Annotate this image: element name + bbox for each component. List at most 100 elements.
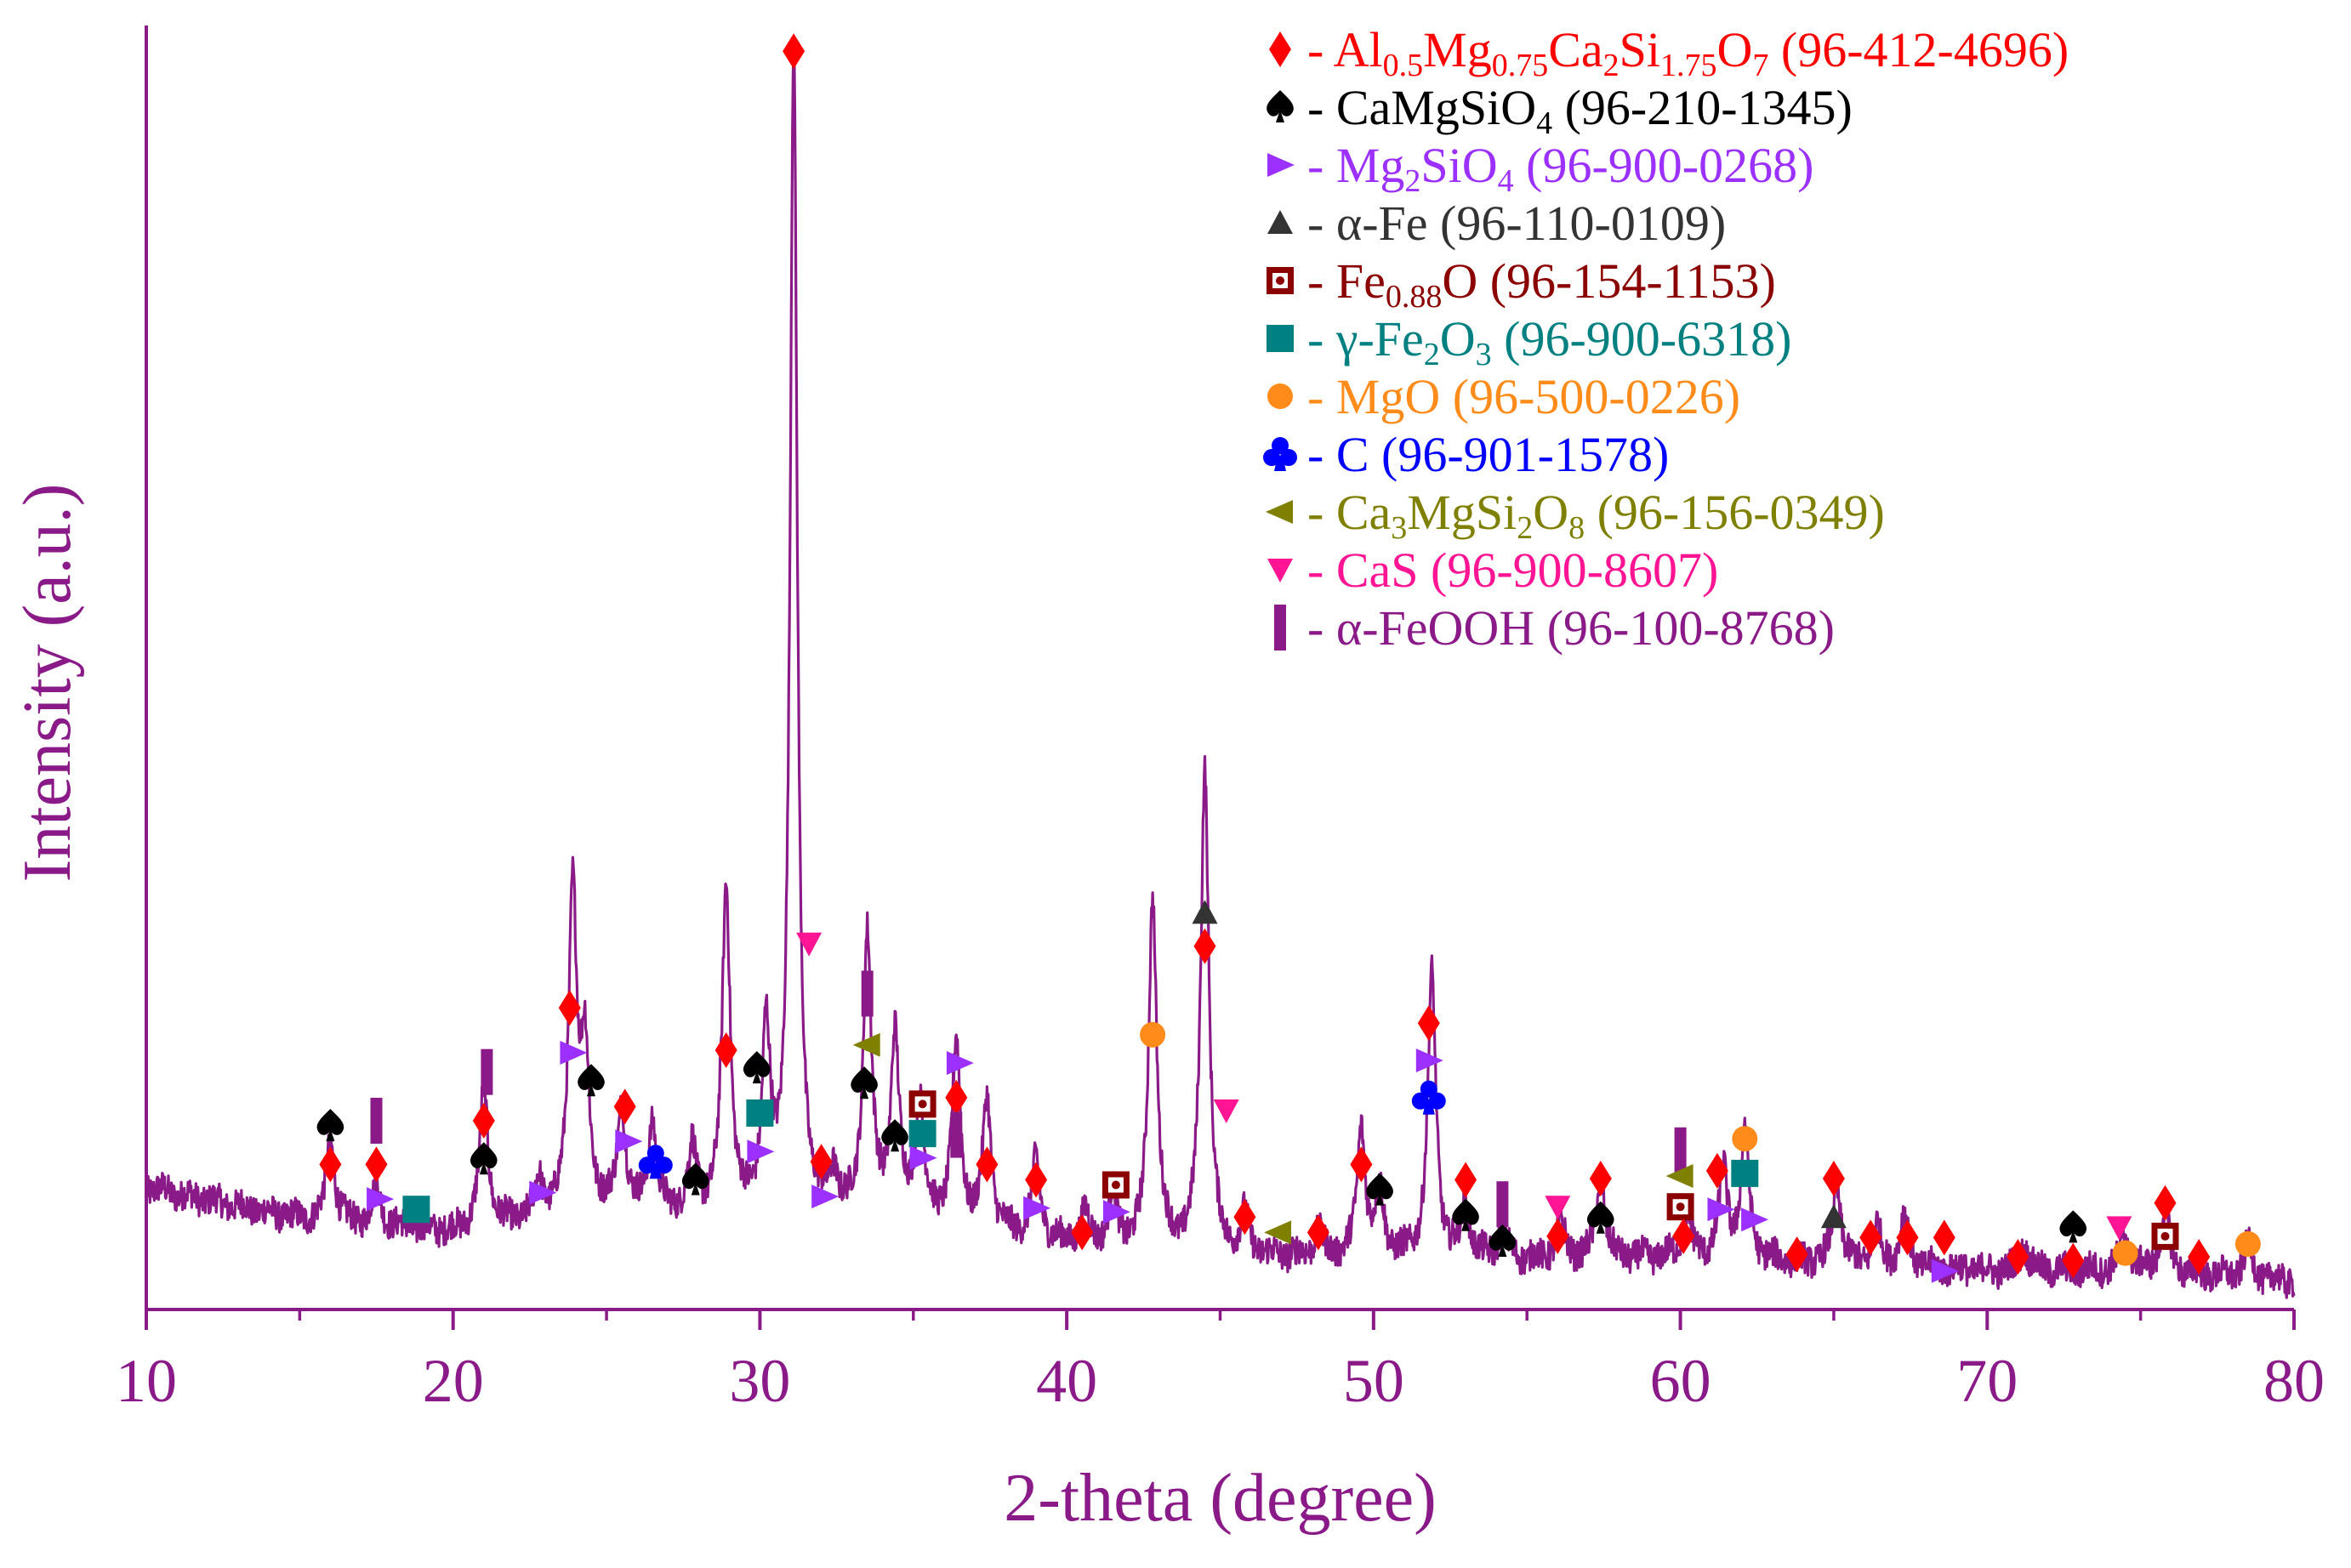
peak-marker-diamond [1454, 1162, 1477, 1198]
legend-marker-square [1267, 325, 1294, 352]
peak-marker-circle [1732, 1126, 1758, 1152]
peak-marker-diamond [976, 1146, 999, 1183]
peak-marker-triangle-right [1415, 1048, 1443, 1073]
peak-marker-diamond [714, 1032, 737, 1068]
peak-marker-triangle-right [811, 1185, 840, 1209]
x-tick-label: 60 [1650, 1347, 1711, 1415]
peak-marker-hollow-square [2151, 1222, 2179, 1250]
peak-marker-spade [578, 1064, 605, 1097]
peak-marker-triangle-right [529, 1180, 557, 1205]
legend: - Al0.5Mg0.75Ca2Si1.75O7 (96-412-4696)- … [1263, 22, 2069, 656]
peak-marker-hollow-square [1666, 1193, 1694, 1221]
peak-marker-bar [1674, 1127, 1687, 1173]
peak-marker-triangle-up [1820, 1204, 1847, 1229]
x-tick-label: 80 [2263, 1347, 2325, 1415]
peak-marker-spade [1366, 1173, 1393, 1206]
legend-marker-circle [1267, 383, 1293, 409]
peak-marker-spade [881, 1119, 908, 1152]
peak-marker-spade [1586, 1201, 1614, 1234]
legend-entry: - CaS (96-900-8607) [1267, 543, 1718, 598]
peak-marker-diamond [1705, 1152, 1728, 1189]
legend-label: - γ-Fe2O3 (96-900-6318) [1307, 311, 1791, 372]
legend-label: - CaMgSiO4 (96-210-1345) [1307, 80, 1853, 141]
legend-label: - Al0.5Mg0.75Ca2Si1.75O7 (96-412-4696) [1307, 22, 2069, 83]
peak-marker-diamond [319, 1146, 342, 1183]
x-axis-title: 2-theta (degree) [1004, 1461, 1437, 1536]
peak-marker-spade [851, 1066, 878, 1099]
peak-marker-hollow-square [1101, 1171, 1130, 1199]
x-tick-label: 50 [1343, 1347, 1404, 1415]
peak-marker-spade [1452, 1198, 1479, 1231]
peak-marker-spade [316, 1109, 344, 1142]
peak-marker-diamond [472, 1103, 495, 1139]
peak-marker-triangle-left [1665, 1164, 1694, 1188]
peak-marker-circle [1140, 1021, 1166, 1048]
peak-marker-diamond [1193, 928, 1216, 964]
peak-marker-triangle-down [1213, 1099, 1239, 1123]
peak-marker-diamond [1417, 1005, 1440, 1042]
peak-marker-triangle-right [1741, 1207, 1769, 1232]
peak-marker-diamond [1785, 1236, 1808, 1273]
legend-marker-hollow-square [1267, 267, 1294, 294]
legend-label: - C (96-901-1578) [1307, 427, 1669, 482]
peak-marker-diamond [1025, 1162, 1048, 1198]
peak-marker-triangle-right [747, 1139, 775, 1164]
peak-marker-diamond [1306, 1214, 1329, 1251]
peak-marker-diamond [1071, 1214, 1094, 1251]
axes: 10 20 30 40 50 60 70 80 [116, 26, 2325, 1415]
peak-marker-square [746, 1099, 774, 1127]
peak-marker-diamond [1896, 1219, 1919, 1256]
peak-marker-diamond [1350, 1146, 1373, 1183]
peak-marker-circle [2234, 1231, 2261, 1257]
peak-marker-diamond [613, 1088, 636, 1125]
peak-marker-diamond [1859, 1219, 1882, 1256]
legend-entry: - Fe0.88O (96-154-1153) [1267, 253, 1776, 315]
peak-marker-triangle-right [560, 1041, 588, 1065]
x-tick-label: 10 [116, 1347, 177, 1415]
legend-label: - α-Fe (96-110-0109) [1307, 196, 1726, 251]
legend-entry: - γ-Fe2O3 (96-900-6318) [1267, 311, 1791, 372]
peak-marker-diamond [810, 1144, 833, 1180]
x-tick-label: 40 [1036, 1347, 1097, 1415]
peak-marker-triangle-right [1707, 1197, 1735, 1222]
peak-marker-diamond [1589, 1161, 1612, 1196]
legend-marker-spade [1267, 90, 1294, 122]
peak-marker-triangle-left [1264, 1220, 1291, 1245]
peak-marker-triangle-right [909, 1145, 937, 1170]
legend-label: - Ca3MgSi2O8 (96-156-0349) [1307, 485, 1885, 546]
peak-marker-spade [2059, 1210, 2087, 1243]
peak-marker-diamond [1672, 1218, 1695, 1254]
legend-entry: - α-Fe (96-110-0109) [1267, 196, 1726, 251]
peak-marker-square [908, 1120, 936, 1148]
peak-markers [316, 33, 2261, 1283]
peak-marker-diamond [2188, 1239, 2211, 1275]
peak-marker-diamond [2062, 1242, 2085, 1279]
x-tick-label: 20 [423, 1347, 484, 1415]
peak-marker-square [402, 1196, 430, 1224]
peak-marker-diamond [1933, 1219, 1955, 1256]
peak-marker-triangle-right [367, 1187, 395, 1212]
legend-marker-triangle-up [1267, 210, 1293, 234]
legend-label: - α-FeOOH (96-100-8768) [1307, 600, 1835, 656]
legend-label: - MgO (96-500-0226) [1307, 369, 1740, 424]
legend-marker-club [1263, 437, 1297, 471]
peak-marker-diamond [1822, 1161, 1845, 1196]
peak-marker-spade [1489, 1224, 1517, 1257]
peak-marker-triangle-up [1192, 900, 1218, 924]
peak-marker-circle [2112, 1240, 2138, 1266]
legend-marker-triangle-right [1267, 153, 1295, 177]
peak-marker-bar [370, 1098, 383, 1144]
legend-label: - Fe0.88O (96-154-1153) [1307, 253, 1776, 315]
legend-entry: - MgO (96-500-0226) [1267, 369, 1740, 424]
peak-marker-triangle-right [1023, 1196, 1051, 1220]
peak-marker-spade [681, 1162, 709, 1196]
peak-marker-diamond [1233, 1199, 1256, 1236]
peak-marker-triangle-down [2106, 1216, 2132, 1241]
peak-marker-spade [743, 1051, 771, 1084]
peak-marker-bar [1496, 1181, 1509, 1228]
legend-marker-bar [1274, 605, 1286, 650]
peak-marker-bar [481, 1048, 493, 1095]
x-tick-label: 70 [1956, 1347, 2018, 1415]
peak-marker-diamond [2154, 1185, 2177, 1221]
